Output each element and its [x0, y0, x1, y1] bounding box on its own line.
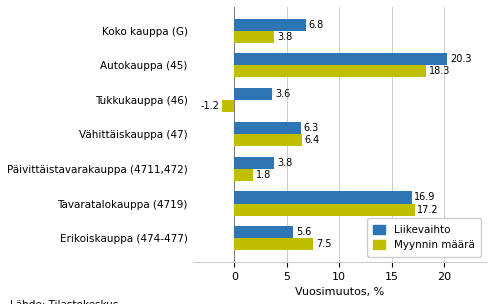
Bar — [235, 134, 302, 147]
Text: 20.3: 20.3 — [450, 54, 471, 64]
Bar — [235, 192, 412, 203]
Bar — [235, 169, 253, 181]
Bar — [235, 157, 274, 169]
Bar — [235, 19, 306, 31]
Text: 1.8: 1.8 — [256, 170, 271, 180]
Bar — [235, 53, 447, 65]
Text: -1.2: -1.2 — [201, 101, 219, 111]
Text: Lähde: Tilastokeskus: Lähde: Tilastokeskus — [10, 300, 118, 304]
Text: 16.9: 16.9 — [414, 192, 436, 202]
Bar — [222, 100, 235, 112]
Bar — [235, 122, 301, 134]
Bar — [235, 88, 272, 100]
Text: 6.3: 6.3 — [303, 123, 318, 133]
Legend: Liikevaihto, Myynnin määrä: Liikevaihto, Myynnin määrä — [367, 218, 481, 257]
Text: 5.6: 5.6 — [296, 227, 311, 237]
Text: 3.6: 3.6 — [275, 89, 290, 99]
Text: 6.4: 6.4 — [304, 135, 319, 145]
Text: 17.2: 17.2 — [418, 205, 439, 215]
Bar — [235, 31, 274, 43]
Text: 3.8: 3.8 — [277, 32, 292, 42]
Bar — [235, 226, 293, 238]
Text: 7.5: 7.5 — [316, 239, 331, 249]
Bar — [235, 65, 426, 77]
Text: 3.8: 3.8 — [277, 158, 292, 168]
Bar — [235, 238, 313, 250]
X-axis label: Vuosimuutos, %: Vuosimuutos, % — [295, 287, 384, 297]
Bar — [235, 203, 415, 216]
Text: 6.8: 6.8 — [309, 19, 323, 29]
Text: 18.3: 18.3 — [429, 66, 450, 76]
